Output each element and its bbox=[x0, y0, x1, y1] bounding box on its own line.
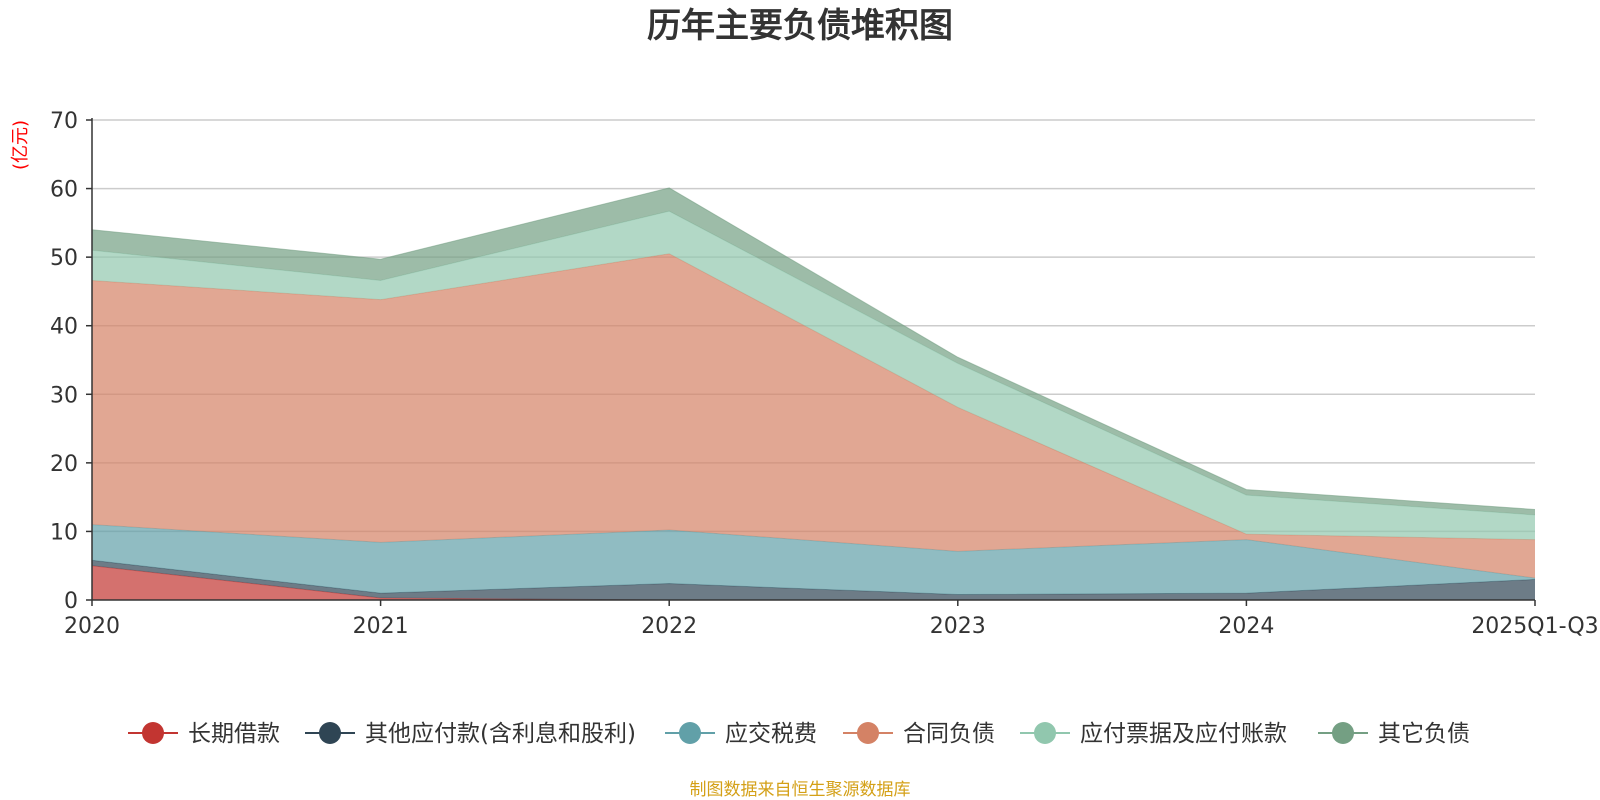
legend: 长期借款 其他应付款(含利息和股利) 应交税费 合同负债 应付票据及应付账款 其它负债 bbox=[128, 721, 1470, 747]
y-tick-label: 20 bbox=[50, 452, 78, 477]
y-tick-label: 10 bbox=[50, 520, 78, 545]
x-tick-label: 2021 bbox=[353, 614, 409, 639]
legend-label: 应付票据及应付账款 bbox=[1080, 721, 1287, 747]
legend-label: 其他应付款(含利息和股利) bbox=[365, 721, 636, 747]
area-edge-series-5 bbox=[91, 187, 1536, 510]
legend-marker bbox=[1332, 722, 1354, 744]
legend-item: 长期借款 bbox=[128, 721, 280, 747]
area-layer bbox=[91, 187, 1536, 601]
y-tick-label: 40 bbox=[50, 315, 78, 340]
legend-marker bbox=[857, 722, 879, 744]
area-series-1 bbox=[92, 560, 1535, 600]
x-tick-label: 2022 bbox=[641, 614, 697, 639]
area-series-2 bbox=[92, 524, 1535, 595]
legend-item: 应交税费 bbox=[665, 721, 817, 747]
y-tick-label: 50 bbox=[50, 246, 78, 271]
legend-item: 其它负债 bbox=[1318, 721, 1470, 747]
source-note: 制图数据来自恒生聚源数据库 bbox=[690, 780, 911, 800]
x-tick-label: 2025Q1-Q3 bbox=[1471, 614, 1598, 639]
legend-item: 其他应付款(含利息和股利) bbox=[305, 721, 636, 747]
area-series-3 bbox=[92, 253, 1535, 579]
legend-item: 应付票据及应付账款 bbox=[1020, 721, 1287, 747]
y-axis-unit-label: (亿元) bbox=[10, 120, 31, 170]
area-series-0 bbox=[92, 565, 1535, 600]
legend-marker bbox=[142, 722, 164, 744]
legend-label: 合同负债 bbox=[903, 721, 995, 747]
y-tick-label: 70 bbox=[50, 109, 78, 134]
axis-layer: 0 10 20 30 40 50 60 70 2020 2021 2022 2023 2024 2025Q… bbox=[50, 109, 1599, 639]
legend-marker bbox=[1034, 722, 1056, 744]
chart-title: 历年主要负债堆积图 bbox=[647, 6, 953, 46]
y-tick-label: 0 bbox=[64, 589, 78, 614]
x-tick-label: 2024 bbox=[1218, 614, 1274, 639]
legend-marker bbox=[319, 722, 341, 744]
x-tick-label: 2020 bbox=[64, 614, 120, 639]
x-tick-label: 2023 bbox=[930, 614, 986, 639]
area-series-4 bbox=[92, 211, 1535, 540]
y-tick-label: 60 bbox=[50, 178, 78, 203]
legend-marker bbox=[679, 722, 701, 744]
legend-label: 其它负债 bbox=[1378, 721, 1470, 747]
legend-label: 应交税费 bbox=[725, 721, 817, 747]
legend-item: 合同负债 bbox=[843, 721, 995, 747]
y-tick-label: 30 bbox=[50, 383, 78, 408]
legend-label: 长期借款 bbox=[188, 721, 280, 747]
